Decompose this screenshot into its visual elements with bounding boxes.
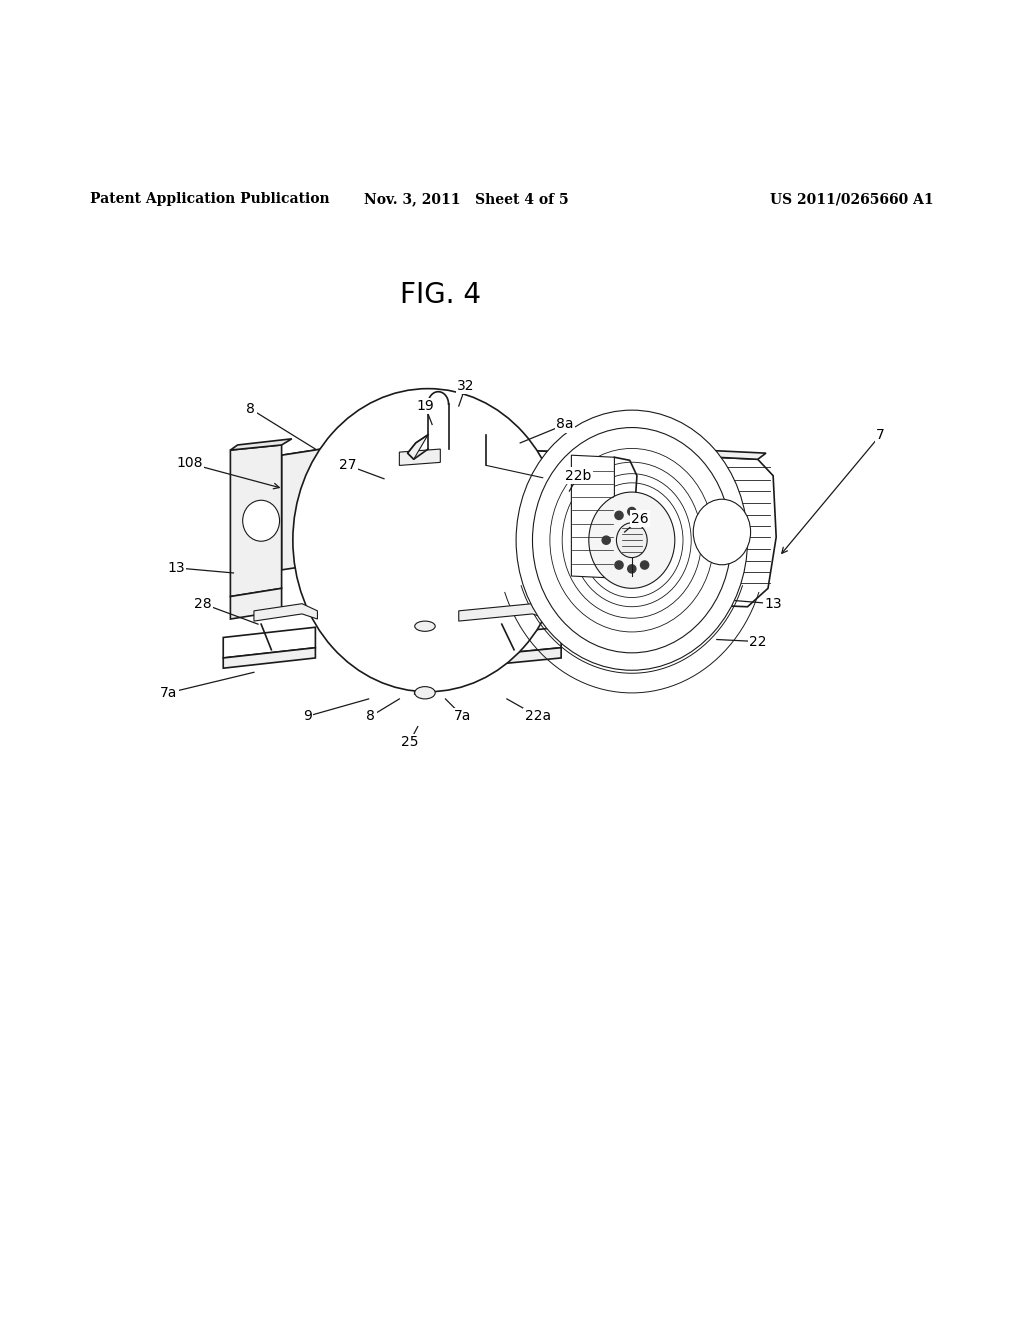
Polygon shape bbox=[282, 445, 348, 570]
Text: Patent Application Publication: Patent Application Publication bbox=[90, 191, 330, 206]
Polygon shape bbox=[230, 445, 282, 597]
Polygon shape bbox=[254, 603, 317, 622]
Polygon shape bbox=[573, 447, 686, 455]
Ellipse shape bbox=[693, 499, 751, 565]
Polygon shape bbox=[674, 449, 766, 459]
Polygon shape bbox=[674, 455, 776, 607]
Text: 22a: 22a bbox=[524, 709, 551, 723]
Ellipse shape bbox=[293, 388, 563, 692]
Circle shape bbox=[628, 565, 636, 573]
Polygon shape bbox=[282, 445, 573, 462]
Text: 27: 27 bbox=[339, 458, 357, 473]
Ellipse shape bbox=[516, 411, 748, 671]
Polygon shape bbox=[456, 648, 561, 668]
Text: FIG. 4: FIG. 4 bbox=[399, 281, 481, 309]
Text: 28: 28 bbox=[194, 597, 212, 611]
Circle shape bbox=[614, 511, 623, 520]
Text: 7a: 7a bbox=[161, 686, 177, 700]
Text: 8: 8 bbox=[247, 403, 255, 416]
Polygon shape bbox=[456, 627, 561, 657]
Polygon shape bbox=[399, 449, 440, 466]
Circle shape bbox=[641, 561, 649, 569]
Ellipse shape bbox=[532, 428, 731, 653]
Polygon shape bbox=[408, 434, 428, 459]
Ellipse shape bbox=[616, 523, 647, 557]
Text: 26: 26 bbox=[631, 512, 649, 525]
Text: US 2011/0265660 A1: US 2011/0265660 A1 bbox=[770, 191, 934, 206]
Polygon shape bbox=[459, 603, 548, 622]
Text: 19: 19 bbox=[416, 399, 434, 413]
Text: 25: 25 bbox=[400, 735, 419, 748]
Text: 7: 7 bbox=[877, 428, 885, 442]
Ellipse shape bbox=[415, 622, 435, 631]
Text: 8a: 8a bbox=[556, 417, 574, 432]
Polygon shape bbox=[230, 589, 282, 619]
Polygon shape bbox=[230, 438, 292, 450]
Polygon shape bbox=[223, 627, 315, 657]
Polygon shape bbox=[223, 648, 315, 668]
Text: 13: 13 bbox=[764, 597, 782, 611]
Circle shape bbox=[628, 507, 636, 516]
Ellipse shape bbox=[589, 492, 675, 589]
Text: 9: 9 bbox=[303, 709, 311, 723]
Text: Nov. 3, 2011   Sheet 4 of 5: Nov. 3, 2011 Sheet 4 of 5 bbox=[364, 191, 568, 206]
Text: 22: 22 bbox=[749, 635, 767, 648]
Text: 7a: 7a bbox=[455, 709, 471, 723]
Polygon shape bbox=[573, 453, 676, 570]
Text: 32: 32 bbox=[457, 379, 475, 392]
Polygon shape bbox=[348, 445, 573, 566]
Polygon shape bbox=[415, 626, 435, 694]
Text: 8: 8 bbox=[367, 709, 375, 723]
Text: 13: 13 bbox=[167, 561, 185, 574]
Ellipse shape bbox=[415, 686, 435, 698]
Polygon shape bbox=[571, 455, 614, 578]
Circle shape bbox=[602, 536, 610, 544]
Circle shape bbox=[641, 511, 649, 520]
Text: 108: 108 bbox=[176, 457, 203, 470]
Circle shape bbox=[614, 561, 623, 569]
Ellipse shape bbox=[243, 500, 280, 541]
Text: 22b: 22b bbox=[565, 469, 592, 483]
